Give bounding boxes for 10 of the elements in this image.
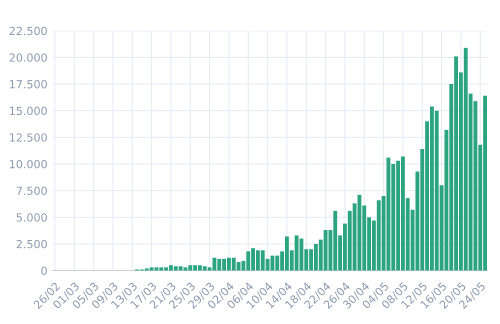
y-tick-label: 5.000	[16, 213, 47, 222]
y-tick-label: 15.000	[10, 106, 47, 116]
y-tick-label: 10.000	[10, 160, 47, 168]
y-tick-label: 0	[41, 266, 47, 275]
y-tick-label: 12.500	[10, 133, 47, 142]
y-tick-label: 20.000	[10, 53, 47, 62]
y-tick-label: 7.500	[16, 186, 47, 195]
y-tick-label: 2.500	[16, 240, 47, 248]
y-tick-label: 17.500	[10, 80, 47, 88]
y-tick-label: 22.500	[10, 26, 47, 36]
